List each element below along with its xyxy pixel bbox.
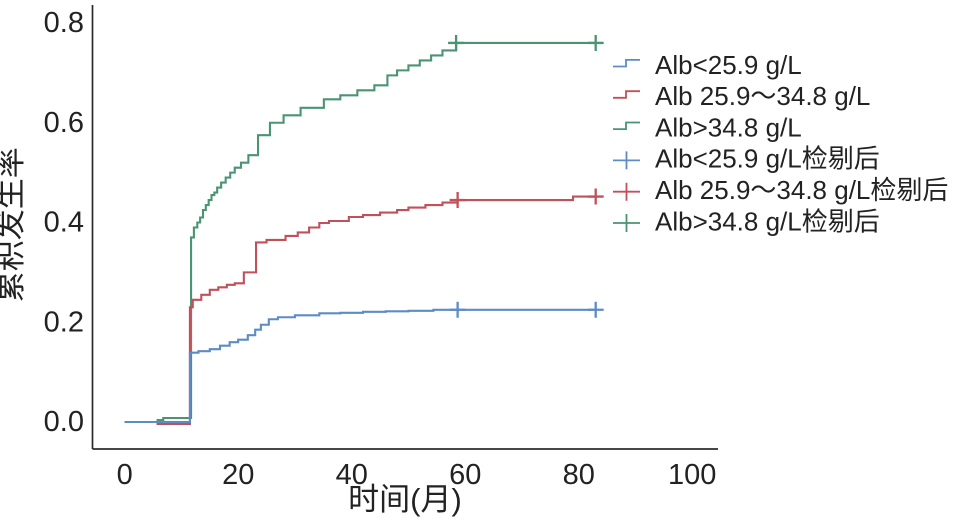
svg-text:Alb>34.8 g/L检剔后: Alb>34.8 g/L检剔后 (655, 206, 880, 236)
svg-text:0.0: 0.0 (44, 406, 84, 438)
svg-text:0.2: 0.2 (44, 306, 84, 338)
svg-text:80: 80 (563, 459, 595, 491)
svg-text:0.8: 0.8 (44, 7, 84, 39)
svg-text:Alb>34.8 g/L: Alb>34.8 g/L (655, 112, 802, 142)
svg-text:Alb 25.9～34.8 g/L检剔后: Alb 25.9～34.8 g/L检剔后 (655, 175, 948, 205)
svg-text:Alb 25.9～34.8 g/L: Alb 25.9～34.8 g/L (655, 81, 870, 111)
svg-text:时间(月): 时间(月) (348, 482, 462, 517)
svg-text:0: 0 (117, 459, 133, 491)
svg-text:20: 20 (222, 459, 254, 491)
svg-text:0.4: 0.4 (44, 207, 84, 239)
svg-text:Alb<25.9 g/L检剔后: Alb<25.9 g/L检剔后 (655, 144, 880, 174)
svg-text:0.6: 0.6 (44, 107, 84, 139)
svg-text:累积发生率: 累积发生率 (0, 147, 28, 302)
svg-text:100: 100 (668, 459, 716, 491)
svg-text:Alb<25.9 g/L: Alb<25.9 g/L (655, 50, 802, 80)
